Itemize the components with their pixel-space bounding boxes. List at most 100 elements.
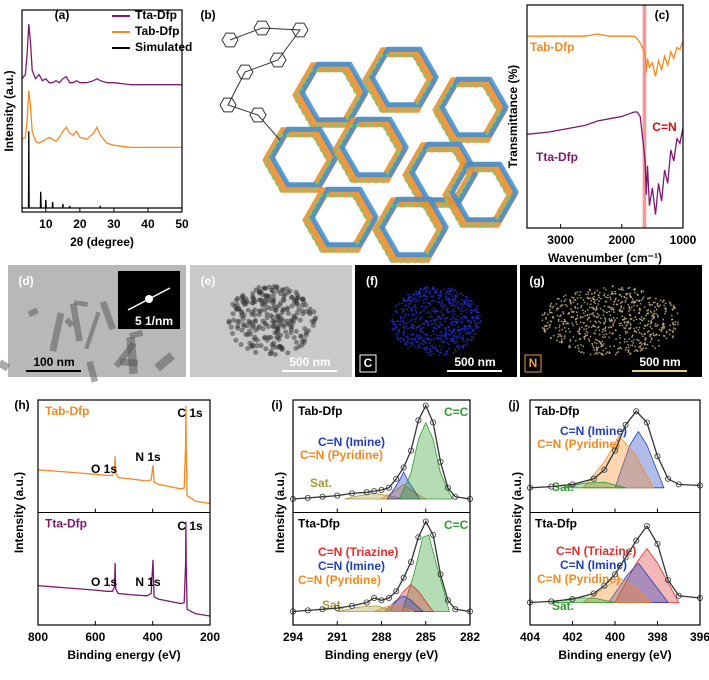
pixel bbox=[235, 323, 241, 329]
data-point bbox=[422, 518, 429, 525]
pixel bbox=[606, 296, 609, 299]
x-axis-title: Wavenumber (cm⁻¹) bbox=[548, 251, 662, 265]
pixel bbox=[613, 345, 616, 348]
pixel bbox=[623, 327, 625, 329]
pixel bbox=[548, 324, 550, 327]
pixel bbox=[626, 321, 628, 324]
pore-ring bbox=[303, 193, 371, 253]
pixel bbox=[618, 288, 620, 291]
pixel bbox=[236, 306, 242, 312]
pixel bbox=[462, 315, 465, 318]
pixel bbox=[434, 323, 437, 326]
pixel bbox=[661, 326, 663, 329]
pixel bbox=[619, 341, 622, 344]
pixel bbox=[285, 350, 291, 356]
pixel bbox=[424, 341, 427, 344]
pixel bbox=[426, 290, 429, 293]
pixel bbox=[436, 310, 439, 313]
pore-ring bbox=[373, 203, 441, 263]
pixel bbox=[464, 302, 467, 305]
pixel bbox=[612, 303, 615, 306]
pixel bbox=[430, 295, 433, 298]
pixel bbox=[608, 310, 611, 313]
pixel bbox=[628, 294, 631, 297]
pixel bbox=[419, 311, 422, 314]
pixel bbox=[447, 311, 450, 313]
series-label: C=N (Triazine) bbox=[556, 544, 636, 558]
pixel bbox=[544, 331, 546, 333]
pixel bbox=[450, 293, 453, 296]
pixel bbox=[593, 325, 596, 328]
component-area bbox=[561, 481, 626, 489]
pixel bbox=[460, 312, 463, 315]
pixel bbox=[469, 331, 472, 334]
pixel bbox=[454, 342, 456, 345]
pixel bbox=[246, 318, 252, 324]
x-tick-label: 404 bbox=[520, 630, 540, 644]
pixel bbox=[437, 297, 440, 300]
pixel bbox=[555, 303, 558, 305]
pixel bbox=[406, 299, 409, 302]
pixel bbox=[651, 318, 654, 320]
pixel bbox=[436, 350, 439, 353]
scale-bar-label: 500 nm bbox=[639, 355, 680, 369]
pixel bbox=[604, 317, 606, 320]
pixel bbox=[269, 314, 275, 320]
pixel bbox=[671, 331, 674, 333]
pixel bbox=[433, 307, 436, 310]
pixel bbox=[438, 316, 441, 319]
pixel bbox=[432, 352, 435, 355]
pixel bbox=[262, 299, 268, 305]
pixel bbox=[417, 296, 419, 299]
pixel bbox=[415, 298, 417, 301]
pixel bbox=[429, 345, 432, 347]
pixel bbox=[559, 335, 562, 337]
pixel bbox=[421, 343, 424, 346]
pixel bbox=[548, 308, 551, 311]
pixel bbox=[293, 328, 299, 334]
pixel bbox=[275, 334, 281, 340]
pixel bbox=[601, 331, 604, 333]
component-area bbox=[401, 534, 450, 612]
pixel bbox=[476, 310, 478, 313]
pixel bbox=[657, 339, 660, 342]
pixel bbox=[659, 299, 662, 302]
pixel bbox=[402, 324, 405, 327]
pixel bbox=[633, 330, 636, 333]
pixel bbox=[586, 331, 589, 334]
image-label: (f) bbox=[366, 274, 378, 288]
rod bbox=[49, 312, 65, 352]
pixel bbox=[654, 325, 657, 327]
pixel bbox=[587, 338, 590, 340]
pixel bbox=[288, 330, 294, 336]
pixel bbox=[415, 333, 418, 336]
pixel bbox=[564, 294, 567, 297]
pixel bbox=[402, 297, 405, 300]
pixel bbox=[408, 341, 411, 344]
pixel bbox=[638, 345, 640, 348]
pixel bbox=[440, 317, 443, 320]
pixel bbox=[437, 301, 439, 304]
pixel bbox=[614, 329, 617, 332]
pixel bbox=[472, 329, 475, 332]
pixel bbox=[405, 314, 407, 317]
pixel bbox=[581, 326, 583, 329]
pixel bbox=[585, 324, 588, 327]
x-axis-title: 2θ (degree) bbox=[70, 235, 134, 249]
data-point bbox=[548, 598, 555, 605]
pixel bbox=[604, 347, 607, 350]
data-point bbox=[304, 607, 311, 614]
pixel bbox=[432, 330, 434, 333]
pixel bbox=[661, 301, 664, 303]
pixel bbox=[395, 333, 398, 336]
pixel bbox=[452, 295, 454, 298]
pixel bbox=[424, 305, 427, 308]
pore-ring bbox=[449, 161, 519, 223]
molecule-ring bbox=[253, 20, 271, 36]
plot-frame bbox=[37, 399, 211, 626]
pixel bbox=[399, 315, 402, 318]
pixel bbox=[448, 290, 450, 292]
spectrum-line bbox=[526, 111, 684, 215]
pixel bbox=[541, 327, 544, 329]
pixel bbox=[452, 317, 455, 320]
